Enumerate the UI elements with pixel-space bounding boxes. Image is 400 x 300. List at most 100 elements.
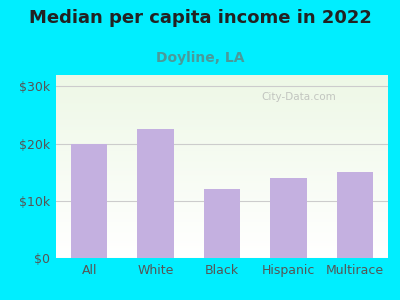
Bar bbox=[56, 166, 388, 167]
Bar bbox=[56, 242, 388, 243]
Bar bbox=[56, 154, 388, 155]
Bar bbox=[56, 249, 388, 250]
Bar bbox=[56, 233, 388, 234]
Bar bbox=[56, 210, 388, 211]
Bar bbox=[56, 220, 388, 221]
Bar bbox=[56, 207, 388, 208]
Bar bbox=[56, 77, 388, 78]
Bar bbox=[56, 230, 388, 232]
Bar bbox=[56, 186, 388, 187]
Bar bbox=[56, 125, 388, 126]
Bar bbox=[56, 150, 388, 151]
Bar bbox=[56, 189, 388, 190]
Bar bbox=[56, 134, 388, 135]
Bar bbox=[56, 237, 388, 238]
Bar bbox=[56, 140, 388, 141]
Bar bbox=[56, 152, 388, 153]
Bar bbox=[56, 100, 388, 101]
Bar bbox=[56, 79, 388, 80]
Bar bbox=[56, 138, 388, 139]
Bar bbox=[56, 96, 388, 97]
Bar bbox=[56, 103, 388, 104]
Bar bbox=[56, 94, 388, 95]
Bar bbox=[56, 117, 388, 118]
Bar bbox=[56, 191, 388, 192]
Bar bbox=[56, 99, 388, 100]
Bar bbox=[56, 219, 388, 220]
Bar bbox=[56, 87, 388, 88]
Bar bbox=[56, 213, 388, 214]
Bar bbox=[137, 129, 174, 258]
Bar bbox=[56, 111, 388, 112]
Bar bbox=[56, 143, 388, 144]
Bar bbox=[56, 75, 388, 76]
Bar bbox=[56, 145, 388, 146]
Bar bbox=[56, 107, 388, 108]
Bar bbox=[56, 235, 388, 236]
Bar bbox=[56, 127, 388, 128]
Bar bbox=[56, 136, 388, 137]
Bar bbox=[56, 239, 388, 240]
Bar bbox=[56, 243, 388, 244]
Bar bbox=[56, 156, 388, 157]
Bar bbox=[56, 85, 388, 86]
Bar bbox=[56, 178, 388, 179]
Bar bbox=[56, 251, 388, 252]
Bar bbox=[56, 84, 388, 85]
Bar bbox=[56, 170, 388, 171]
Bar bbox=[56, 86, 388, 87]
Bar bbox=[56, 148, 388, 149]
Bar bbox=[56, 116, 388, 117]
Bar bbox=[56, 76, 388, 77]
Bar bbox=[56, 82, 388, 83]
Bar bbox=[56, 109, 388, 110]
Bar bbox=[56, 144, 388, 145]
Bar bbox=[56, 192, 388, 193]
Bar bbox=[56, 253, 388, 254]
Bar bbox=[56, 146, 388, 147]
Bar bbox=[56, 113, 388, 114]
Bar bbox=[56, 92, 388, 93]
Bar bbox=[56, 121, 388, 122]
Bar bbox=[56, 194, 388, 195]
Text: Median per capita income in 2022: Median per capita income in 2022 bbox=[28, 9, 372, 27]
Bar bbox=[56, 112, 388, 113]
Bar bbox=[56, 227, 388, 228]
Bar bbox=[56, 149, 388, 150]
Bar bbox=[56, 91, 388, 92]
Bar bbox=[56, 187, 388, 188]
Bar bbox=[56, 159, 388, 160]
Bar bbox=[56, 215, 388, 216]
Bar bbox=[56, 181, 388, 182]
Bar bbox=[56, 167, 388, 168]
Bar bbox=[56, 195, 388, 196]
Bar bbox=[56, 162, 388, 163]
Bar bbox=[56, 211, 388, 212]
Bar bbox=[56, 93, 388, 94]
Bar bbox=[56, 104, 388, 105]
Bar bbox=[56, 216, 388, 217]
Bar bbox=[56, 228, 388, 229]
Bar bbox=[56, 161, 388, 162]
Bar bbox=[56, 205, 388, 206]
Bar bbox=[56, 97, 388, 98]
Bar bbox=[56, 252, 388, 253]
Bar bbox=[56, 80, 388, 81]
Bar bbox=[56, 248, 388, 249]
Bar bbox=[56, 171, 388, 172]
Bar bbox=[56, 246, 388, 247]
Bar bbox=[56, 182, 388, 183]
Bar bbox=[56, 131, 388, 132]
Bar bbox=[56, 88, 388, 89]
Bar bbox=[56, 120, 388, 121]
Bar bbox=[56, 221, 388, 222]
Bar bbox=[56, 114, 388, 115]
Bar bbox=[56, 209, 388, 210]
Bar bbox=[56, 240, 388, 241]
Bar bbox=[56, 250, 388, 251]
Bar bbox=[56, 123, 388, 124]
Bar bbox=[56, 118, 388, 119]
Bar bbox=[56, 225, 388, 226]
Bar bbox=[56, 257, 388, 258]
Bar bbox=[56, 108, 388, 109]
